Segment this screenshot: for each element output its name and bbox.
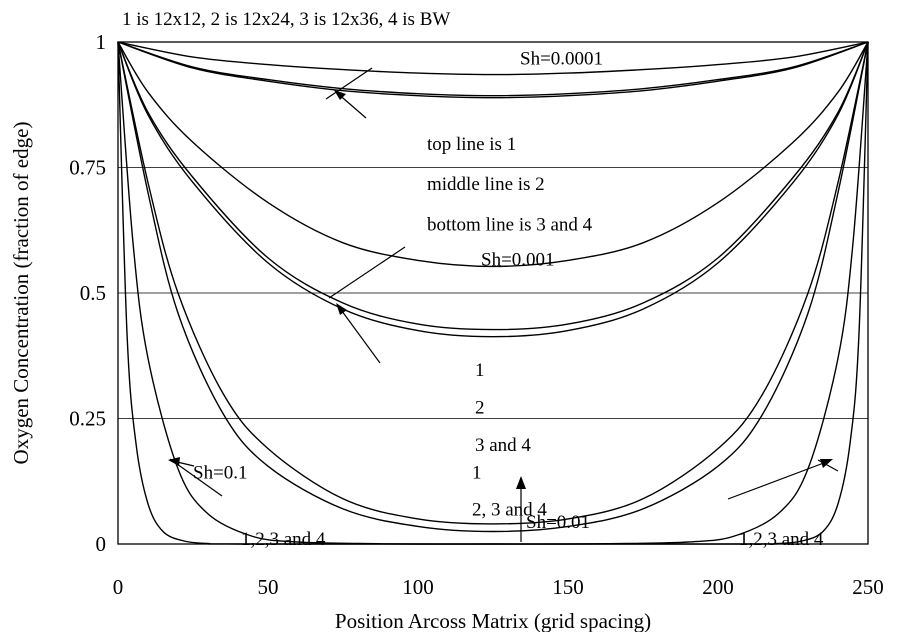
y-tick-label: 0.75 <box>69 156 106 180</box>
x-tick-label: 200 <box>702 575 734 599</box>
gridlines <box>118 167 868 419</box>
plot-frame <box>117 41 869 545</box>
x-axis-label: Position Arcoss Matrix (grid spacing) <box>335 609 651 632</box>
series-line-1 <box>117 41 869 76</box>
annotation-4: bottom line is 3 and 4 <box>427 214 593 235</box>
y-axis-label: Oxygen Concentration (fraction of edge) <box>9 122 33 465</box>
annotation-12: Sh=0.1 <box>193 463 248 484</box>
series-line-6 <box>117 41 869 338</box>
annotations: Sh=0.0001 top line is 1 middle line is 2 bo… <box>193 49 824 550</box>
chart-title: 1 is 12x12, 2 is 12x24, 3 is 12x36, 4 is… <box>122 9 450 30</box>
series-line-7 <box>117 41 869 525</box>
series-lines <box>117 41 869 545</box>
series-line-3 <box>117 41 869 99</box>
arrowhead-top-line <box>334 90 346 100</box>
annotation-6: 1 <box>475 360 485 381</box>
y-tick-label: 0.25 <box>69 407 106 431</box>
x-tick-label: 150 <box>552 575 584 599</box>
annotation-7: 2 <box>475 397 485 418</box>
x-tick-label: 50 <box>258 575 279 599</box>
arrow-sh0001 <box>325 67 373 100</box>
arrow-sh1-label <box>817 459 839 472</box>
x-tick-label: 100 <box>402 575 434 599</box>
arrow-sh1 <box>727 460 830 500</box>
annotation-2: top line is 1 <box>427 134 516 155</box>
y-tick-label: 0.5 <box>80 281 106 305</box>
series-line-8 <box>117 41 869 533</box>
annotation-15: 1,2,3 and 4 <box>739 529 824 550</box>
annotation-arrows <box>168 67 839 542</box>
y-tick-label: 1 <box>96 30 107 54</box>
annotation-9: 1 <box>472 463 482 484</box>
annotation-13: 1,2,3 and 4 <box>241 529 326 550</box>
arrowhead-sh0p01 <box>516 476 526 489</box>
series-line-4 <box>117 41 869 268</box>
arrowhead-sh001 <box>336 303 347 315</box>
arrow-sh001 <box>328 246 406 299</box>
annotation-5: Sh=0.001 <box>481 249 555 270</box>
series-line-5 <box>117 41 869 331</box>
arrow-sh001-labels <box>338 306 381 364</box>
annotation-3: middle line is 2 <box>427 174 545 195</box>
annotation-10: 2, 3 and 4 <box>472 499 547 520</box>
y-tick-label: 0 <box>96 532 107 556</box>
arrow-sh01-labels <box>169 458 223 497</box>
series-line-2 <box>117 41 869 97</box>
tick-labels: 0 0.25 0.5 0.75 1 0 50 100 150 200 250 <box>69 30 884 599</box>
annotation-11: Sh=0.01 <box>526 512 590 533</box>
x-tick-label: 0 <box>113 575 124 599</box>
annotation-1: Sh=0.0001 <box>520 49 603 70</box>
arrowhead-sh1 <box>820 459 833 468</box>
annotation-8: 3 and 4 <box>475 435 531 456</box>
x-tick-label: 250 <box>852 575 884 599</box>
